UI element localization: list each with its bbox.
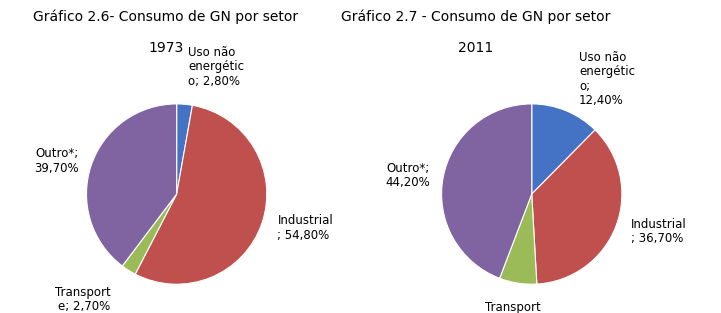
Wedge shape xyxy=(123,194,177,274)
Wedge shape xyxy=(136,105,267,284)
Text: Uso não
energétic
o; 2,80%: Uso não energétic o; 2,80% xyxy=(188,46,244,88)
Wedge shape xyxy=(177,104,193,194)
Text: Transport
e; 2,70%: Transport e; 2,70% xyxy=(55,285,110,313)
Text: Industrial
; 36,70%: Industrial ; 36,70% xyxy=(632,218,687,245)
Wedge shape xyxy=(531,130,622,284)
Text: 1973: 1973 xyxy=(149,41,183,55)
Wedge shape xyxy=(500,194,537,284)
Text: Gráfico 2.6- Consumo de GN por setor: Gráfico 2.6- Consumo de GN por setor xyxy=(33,9,298,24)
Text: Industrial
; 54,80%: Industrial ; 54,80% xyxy=(278,214,333,242)
Text: Transport
e; 6,70%: Transport e; 6,70% xyxy=(485,300,541,313)
Text: Gráfico 2.7 - Consumo de GN por setor: Gráfico 2.7 - Consumo de GN por setor xyxy=(341,9,611,24)
Wedge shape xyxy=(531,104,595,194)
Text: Outro*;
39,70%: Outro*; 39,70% xyxy=(34,147,79,175)
Text: Uso não
energétic
o;
12,40%: Uso não energétic o; 12,40% xyxy=(579,51,635,107)
Text: 2011: 2011 xyxy=(459,41,493,55)
Wedge shape xyxy=(87,104,177,266)
Text: Outro*;
44,20%: Outro*; 44,20% xyxy=(385,162,430,189)
Wedge shape xyxy=(441,104,532,278)
